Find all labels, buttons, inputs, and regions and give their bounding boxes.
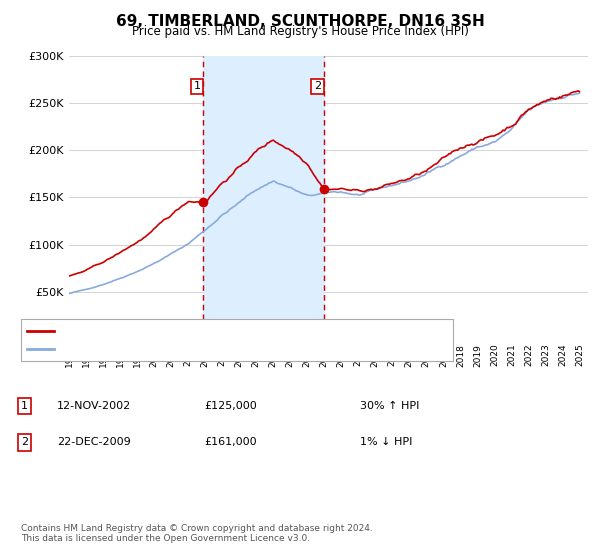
Text: 1: 1 (21, 401, 28, 411)
Text: 12-NOV-2002: 12-NOV-2002 (57, 401, 131, 411)
Text: 2: 2 (314, 81, 322, 91)
Text: 2: 2 (21, 437, 28, 447)
Text: 22-DEC-2009: 22-DEC-2009 (57, 437, 131, 447)
Text: 69, TIMBERLAND, SCUNTHORPE, DN16 3SH (detached house): 69, TIMBERLAND, SCUNTHORPE, DN16 3SH (de… (60, 326, 367, 336)
Text: HPI: Average price, detached house, North Lincolnshire: HPI: Average price, detached house, Nort… (60, 344, 335, 354)
Text: 69, TIMBERLAND, SCUNTHORPE, DN16 3SH: 69, TIMBERLAND, SCUNTHORPE, DN16 3SH (116, 14, 484, 29)
Bar (203, 56, 324, 339)
Text: £125,000: £125,000 (204, 401, 257, 411)
Text: 1% ↓ HPI: 1% ↓ HPI (360, 437, 412, 447)
Text: Contains HM Land Registry data © Crown copyright and database right 2024.
This d: Contains HM Land Registry data © Crown c… (21, 524, 373, 543)
Text: Price paid vs. HM Land Registry's House Price Index (HPI): Price paid vs. HM Land Registry's House … (131, 25, 469, 38)
Text: 30% ↑ HPI: 30% ↑ HPI (360, 401, 419, 411)
Text: £161,000: £161,000 (204, 437, 257, 447)
Text: 1: 1 (193, 81, 200, 91)
